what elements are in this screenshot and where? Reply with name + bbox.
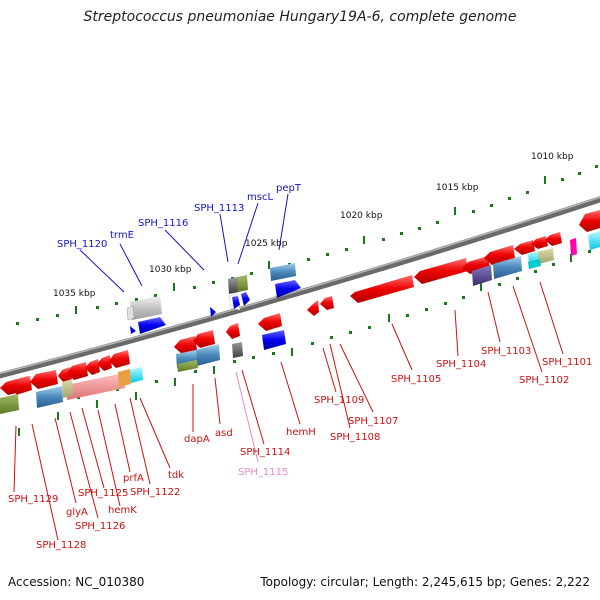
- gene-label: SPH_1104: [436, 359, 486, 370]
- gene-label: SPH_1113: [194, 203, 244, 214]
- gene-arrow: [193, 330, 215, 348]
- forward-leaders: [79, 193, 289, 293]
- gene-arrow: [232, 342, 243, 358]
- gene-label: mscL: [247, 192, 273, 203]
- gene-label: pepT: [276, 183, 302, 194]
- gene-arrow: [138, 317, 166, 334]
- forward-labels: SPH_1120 trmE SPH_1116 SPH_1113 mscL pep…: [57, 183, 302, 250]
- gene-label: SPH_1126: [75, 521, 125, 532]
- gene-arrow: [538, 248, 554, 264]
- reverse-genes: [0, 210, 600, 414]
- kbp-marker: 1010 kbp: [531, 152, 574, 162]
- gene-label: SPH_1108: [330, 432, 380, 443]
- accession-text: Accession: NC_010380: [8, 575, 145, 589]
- gene-arrow: [174, 336, 197, 354]
- gene-arrow: [307, 300, 319, 316]
- gene-arrow: [570, 238, 577, 256]
- gene-arrow: [126, 305, 135, 321]
- gene-label: SPH_1125: [78, 488, 128, 499]
- gene-label: prfA: [123, 473, 144, 484]
- gene-label: SPH_1102: [519, 375, 569, 386]
- gene-label: SPH_1101: [542, 357, 592, 368]
- gene-arrow: [109, 350, 130, 368]
- kbp-marker: 1020 kbp: [340, 211, 383, 221]
- gene-label: trmE: [110, 230, 134, 241]
- gene-arrow: [97, 355, 112, 371]
- gene-arrow: [130, 367, 143, 383]
- gene-label: SPH_1109: [314, 395, 364, 406]
- gene-arrow: [545, 232, 562, 246]
- gene-arrow: [262, 330, 286, 350]
- gene-label: SPH_1120: [57, 239, 107, 250]
- gene-label: tdk: [168, 470, 184, 481]
- gene-label: SPH_1129: [8, 494, 58, 505]
- gene-arrow: [270, 263, 296, 281]
- gene-label: hemH: [286, 427, 316, 438]
- genome-backbone-highlight: [0, 196, 600, 375]
- kbp-markers: 1010 kbp 1015 kbp 1020 kbp 1025 kbp 1030…: [53, 152, 574, 299]
- pink-leader: [235, 371, 259, 463]
- gene-arrow: [210, 307, 216, 317]
- gene-arrow: [320, 296, 334, 310]
- gene-arrow: [0, 394, 19, 414]
- gene-arrow: [275, 280, 301, 298]
- gene-label: SPH_1105: [391, 374, 441, 385]
- gene-arrow: [514, 240, 535, 255]
- gene-label: asd: [215, 428, 233, 439]
- gene-label: SPH_1107: [348, 416, 398, 427]
- gene-arrow: [30, 370, 58, 389]
- forward-genes: [126, 263, 301, 334]
- gene-arrow: [350, 275, 414, 303]
- scale-ticks: [0, 165, 598, 436]
- gene-arrow: [130, 296, 162, 320]
- gene-label: SPH_1115: [238, 467, 288, 478]
- topology-text: Topology: circular; Length: 2,245,615 bp…: [260, 575, 590, 589]
- gene-arrow: [36, 386, 63, 408]
- gene-arrow: [237, 275, 248, 292]
- gene-arrow: [493, 256, 522, 279]
- gene-arrow: [228, 277, 239, 294]
- gene-label: SPH_1116: [138, 218, 188, 229]
- kbp-marker: 1030 kbp: [149, 265, 192, 275]
- gene-arrow: [414, 258, 468, 284]
- gene-label: SPH_1128: [36, 540, 86, 551]
- gene-label: glyA: [66, 507, 88, 518]
- kbp-marker: 1035 kbp: [53, 289, 96, 299]
- gene-arrow: [130, 326, 136, 334]
- gene-label: SPH_1103: [481, 346, 531, 357]
- gene-arrow: [66, 373, 125, 400]
- reverse-leaders: [13, 281, 564, 541]
- gene-arrow: [226, 323, 240, 339]
- gene-label: SPH_1122: [130, 487, 180, 498]
- gene-arrow: [528, 259, 541, 269]
- gene-arrow: [67, 362, 88, 380]
- gene-arrow: [588, 231, 600, 250]
- map-title: Streptococcus pneumoniae Hungary19A-6, c…: [83, 9, 517, 25]
- reverse-labels: SPH_1129 SPH_1128 glyA SPH_1126 SPH_1125…: [8, 346, 592, 551]
- gene-arrow: [85, 359, 100, 375]
- gene-arrow: [579, 210, 600, 232]
- gene-arrow: [196, 344, 220, 366]
- genome-backbone: [0, 196, 600, 379]
- gene-arrow: [62, 379, 73, 398]
- gene-label: SPH_1114: [240, 447, 290, 458]
- gene-label: dapA: [184, 434, 210, 445]
- gene-arrow: [14, 376, 32, 395]
- gene-arrow: [472, 265, 492, 286]
- gene-arrow: [232, 296, 240, 309]
- gene-arrow: [258, 313, 282, 331]
- gene-label: hemK: [108, 505, 137, 516]
- gene-arrow: [241, 292, 250, 306]
- gene-arrow: [118, 369, 131, 387]
- gene-arrow: [177, 360, 198, 372]
- kbp-marker: 1015 kbp: [436, 183, 479, 193]
- kbp-marker: 1025 kbp: [245, 239, 288, 249]
- gene-arrow: [531, 236, 548, 249]
